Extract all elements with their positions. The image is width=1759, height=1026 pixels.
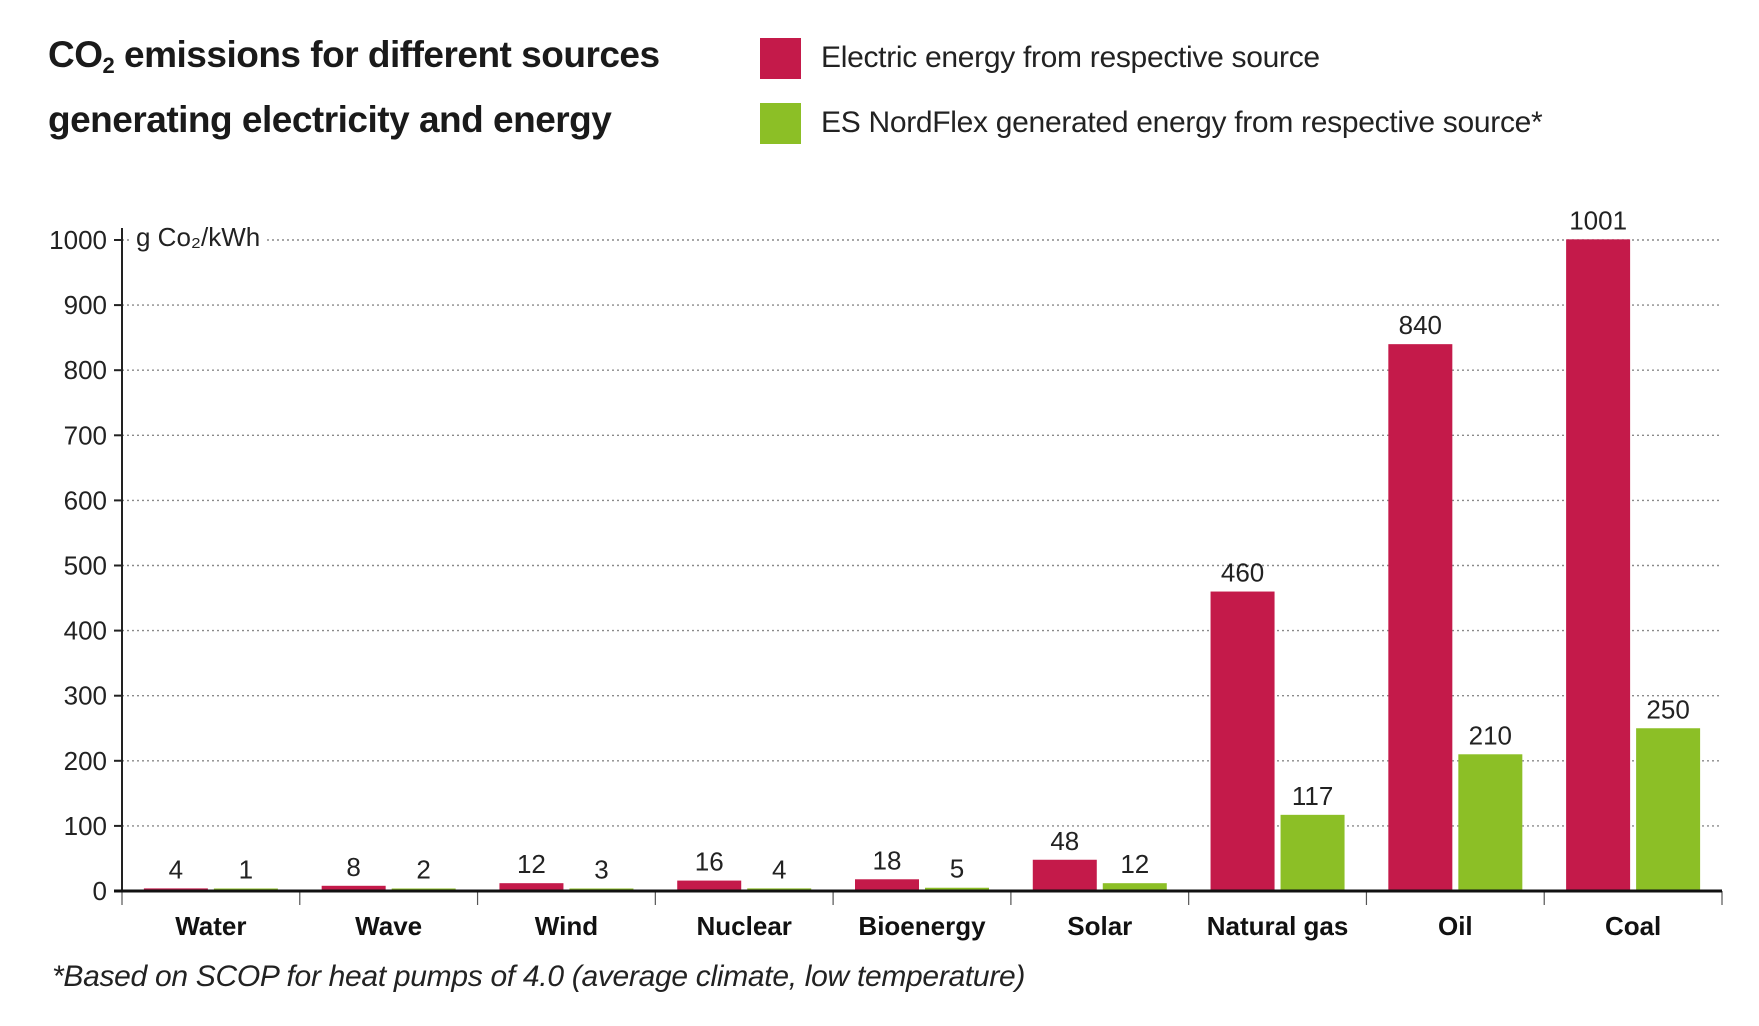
data-label-nordflex: 4: [772, 854, 786, 884]
y-tick-label: 900: [64, 290, 107, 320]
data-label-nordflex: 117: [1292, 781, 1333, 811]
data-label-nordflex: 3: [594, 855, 608, 885]
legend-item-nordflex: ES NordFlex generated energy from respec…: [760, 101, 1543, 145]
bar-electric: [1032, 859, 1097, 891]
legend-label-electric: Electric energy from respective source: [821, 41, 1320, 74]
title-subscript: 2: [102, 53, 115, 78]
data-label-nordflex: 12: [1120, 849, 1149, 879]
y-tick-label: 700: [64, 420, 107, 450]
x-tick-label: Solar: [1067, 911, 1132, 941]
y-tick-label: 800: [64, 355, 107, 385]
bar-electric: [1388, 344, 1453, 891]
legend-swatch-nordflex: [760, 102, 801, 144]
y-tick-label: 400: [64, 616, 107, 646]
data-label-electric: 48: [1050, 826, 1079, 856]
chart-title-line-1: CO2 emissions for different sources: [48, 28, 660, 93]
x-tick-label: Natural gas: [1207, 911, 1349, 941]
bar-nordflex: [925, 887, 989, 891]
chart-title: CO2 emissions for different sources gene…: [48, 28, 660, 147]
data-label-electric: 840: [1399, 310, 1442, 340]
legend-swatch-electric: [760, 37, 801, 79]
data-label-electric: 4: [169, 854, 183, 884]
x-tick-label: Bioenergy: [858, 911, 986, 941]
data-label-electric: 12: [517, 849, 546, 879]
footnote: *Based on SCOP for heat pumps of 4.0 (av…: [52, 960, 1026, 993]
x-tick-label: Nuclear: [697, 911, 792, 941]
data-label-electric: 16: [695, 847, 724, 877]
bar-electric: [1210, 591, 1275, 891]
title-rest: emissions for different sources: [114, 34, 660, 75]
bar-electric: [1566, 239, 1631, 891]
bar-electric: [321, 885, 386, 891]
bar-nordflex: [1636, 728, 1701, 891]
data-label-nordflex: 210: [1469, 720, 1512, 750]
x-tick-label: Wind: [535, 911, 598, 941]
bar-nordflex: [1102, 883, 1167, 891]
bar-electric: [855, 879, 919, 891]
bar-electric: [677, 880, 742, 891]
y-axis-label-bg: [130, 222, 264, 254]
bar-nordflex: [1458, 754, 1523, 891]
legend-item-electric: Electric energy from respective source: [760, 36, 1542, 80]
y-axis-label: g Co₂/kWh: [136, 222, 260, 252]
data-label-electric: 1001: [1569, 205, 1627, 235]
data-label-nordflex: 2: [416, 855, 430, 885]
y-tick-label: 300: [64, 681, 107, 711]
legend-label-nordflex: ES NordFlex generated energy from respec…: [821, 106, 1543, 139]
y-tick-label: 200: [64, 746, 107, 776]
y-tick-label: 600: [64, 485, 107, 515]
x-tick-label: Wave: [355, 911, 422, 941]
data-label-nordflex: 250: [1646, 694, 1689, 724]
legend: Electric energy from respective source E…: [760, 36, 1543, 166]
data-label-electric: 460: [1221, 558, 1264, 588]
title-co: CO: [48, 34, 103, 75]
bar-nordflex: [1280, 814, 1345, 891]
y-tick-label: 0: [93, 876, 107, 906]
y-tick-label: 500: [64, 551, 107, 581]
data-label-nordflex: 5: [950, 854, 964, 884]
bar-electric: [499, 883, 564, 891]
x-tick-label: Water: [175, 911, 246, 941]
data-label-electric: 8: [346, 852, 360, 882]
data-label-electric: 18: [873, 845, 902, 875]
x-tick-label: Coal: [1605, 911, 1661, 941]
data-label-nordflex: 1: [239, 855, 253, 885]
x-tick-label: Oil: [1438, 911, 1473, 941]
y-tick-label: 1000: [49, 225, 107, 255]
chart-title-line-2: generating electricity and energy: [48, 99, 612, 140]
y-tick-label: 100: [64, 811, 107, 841]
